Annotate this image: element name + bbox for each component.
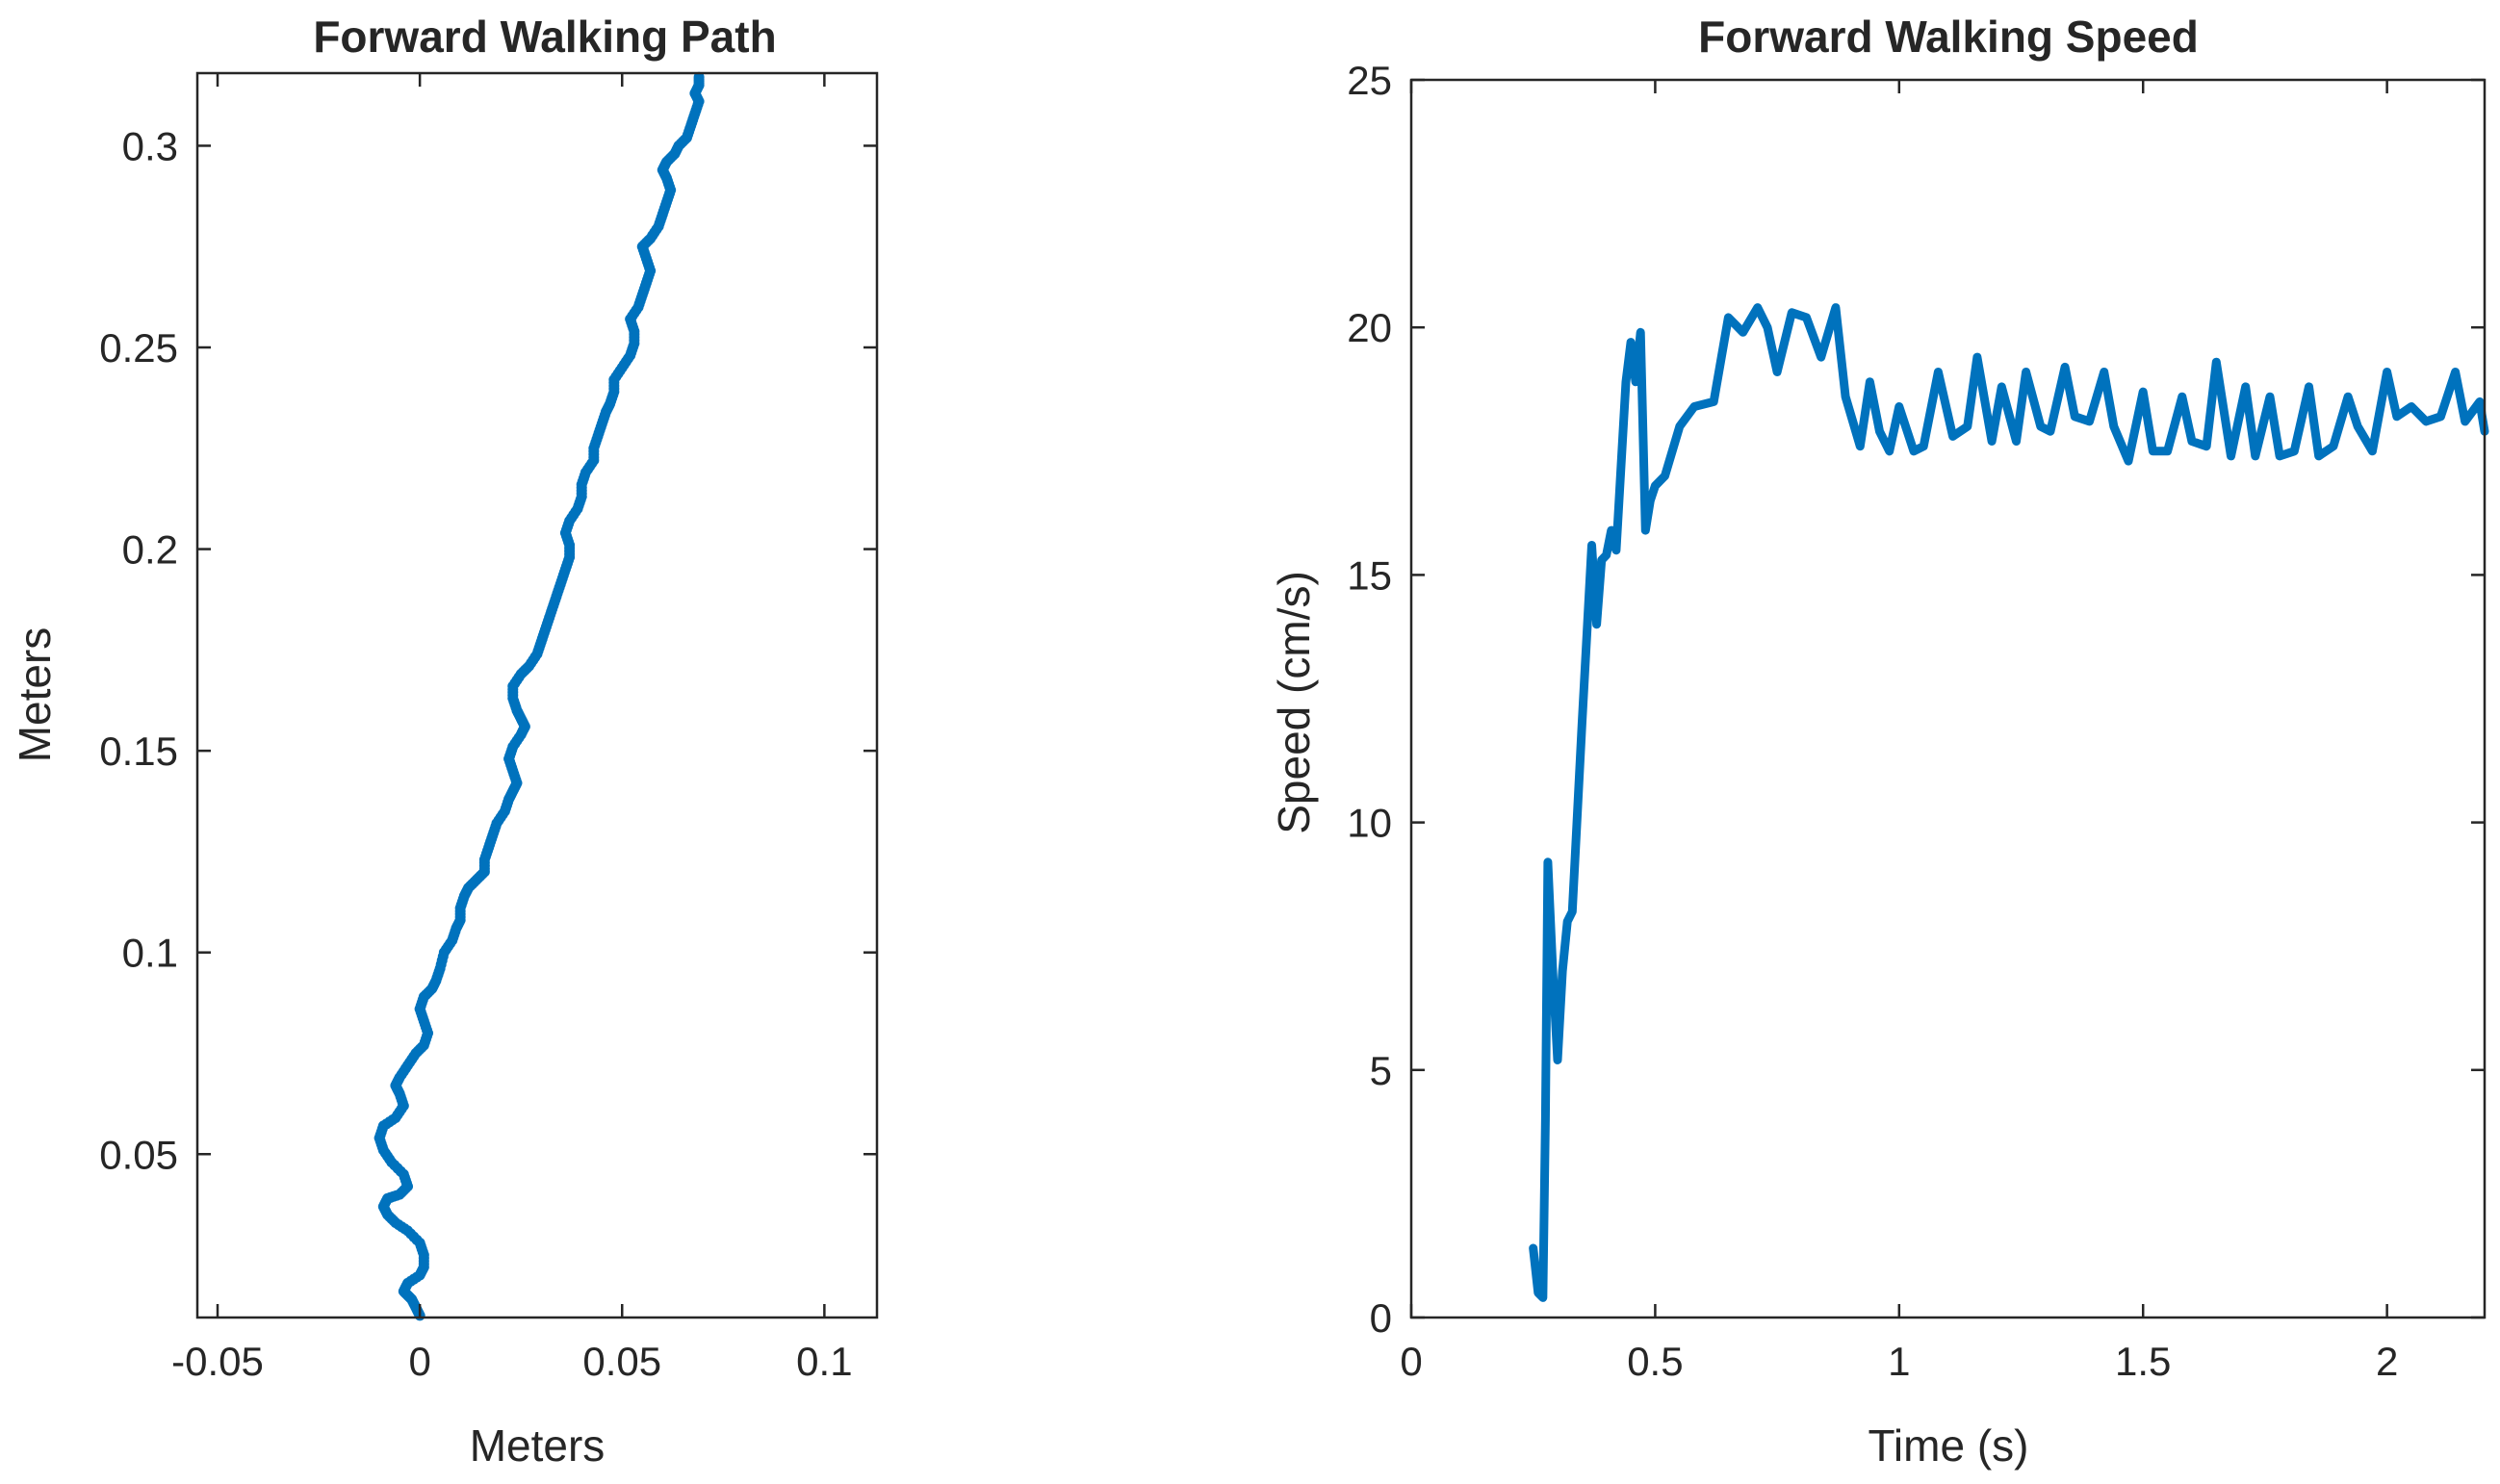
forward-walking-path-chart: Forward Walking Path -0.05 0 0.05 0.1 0.050…: [10, 12, 879, 1471]
speed-line: [1529, 303, 2489, 1302]
x-tick-label: 0: [408, 1339, 430, 1384]
x-axis-label: Meters: [470, 1420, 606, 1471]
axes-box: [1409, 78, 2487, 1319]
x-tick-label: 0.05: [582, 1339, 661, 1384]
y-tick-label: 0.05: [99, 1132, 178, 1177]
y-tick-label: 0.1: [122, 931, 178, 976]
path-points: [374, 71, 705, 1321]
axes-box: [195, 71, 879, 1319]
y-axis-ticks: 0 5 10 15 20 25: [1347, 58, 2485, 1341]
y-tick-label: 10: [1347, 801, 1392, 846]
x-tick-label: -0.05: [171, 1339, 264, 1384]
y-tick-label: 0: [1370, 1295, 1392, 1341]
path-point: [693, 71, 705, 83]
y-axis-ticks: 0.05 0.1 0.15 0.2 0.25 0.3: [99, 123, 877, 1177]
x-tick-label: 0.1: [796, 1339, 852, 1384]
y-tick-label: 5: [1370, 1048, 1392, 1093]
x-tick-label: 0: [1400, 1339, 1422, 1384]
y-axis-label: Speed (cm/s): [1269, 571, 1319, 834]
x-axis-ticks: -0.05 0 0.05 0.1: [171, 73, 853, 1384]
x-tick-label: 1: [1888, 1339, 1910, 1384]
y-tick-label: 0.25: [99, 325, 178, 371]
x-tick-label: 1.5: [2115, 1339, 2171, 1384]
x-tick-label: 2: [2376, 1339, 2398, 1384]
x-axis-label: Time (s): [1869, 1420, 2029, 1471]
y-tick-label: 15: [1347, 552, 1392, 598]
x-tick-label: 0.5: [1627, 1339, 1683, 1384]
y-axis-label: Meters: [10, 627, 60, 763]
y-tick-label: 25: [1347, 58, 1392, 103]
y-tick-label: 0.2: [122, 527, 178, 573]
y-tick-label: 0.15: [99, 729, 178, 774]
chart-title: Forward Walking Path: [313, 12, 776, 62]
chart-title: Forward Walking Speed: [1698, 12, 2199, 62]
x-axis-ticks: 0 0.5 1 1.5 2: [1400, 80, 2398, 1384]
forward-walking-speed-chart: Forward Walking Speed 0 0.5 1 1.5 2 0 5 10 15 20…: [1269, 12, 2489, 1471]
y-tick-label: 20: [1347, 305, 1392, 350]
speed-line-group: [1529, 303, 2489, 1302]
y-tick-label: 0.3: [122, 123, 178, 168]
